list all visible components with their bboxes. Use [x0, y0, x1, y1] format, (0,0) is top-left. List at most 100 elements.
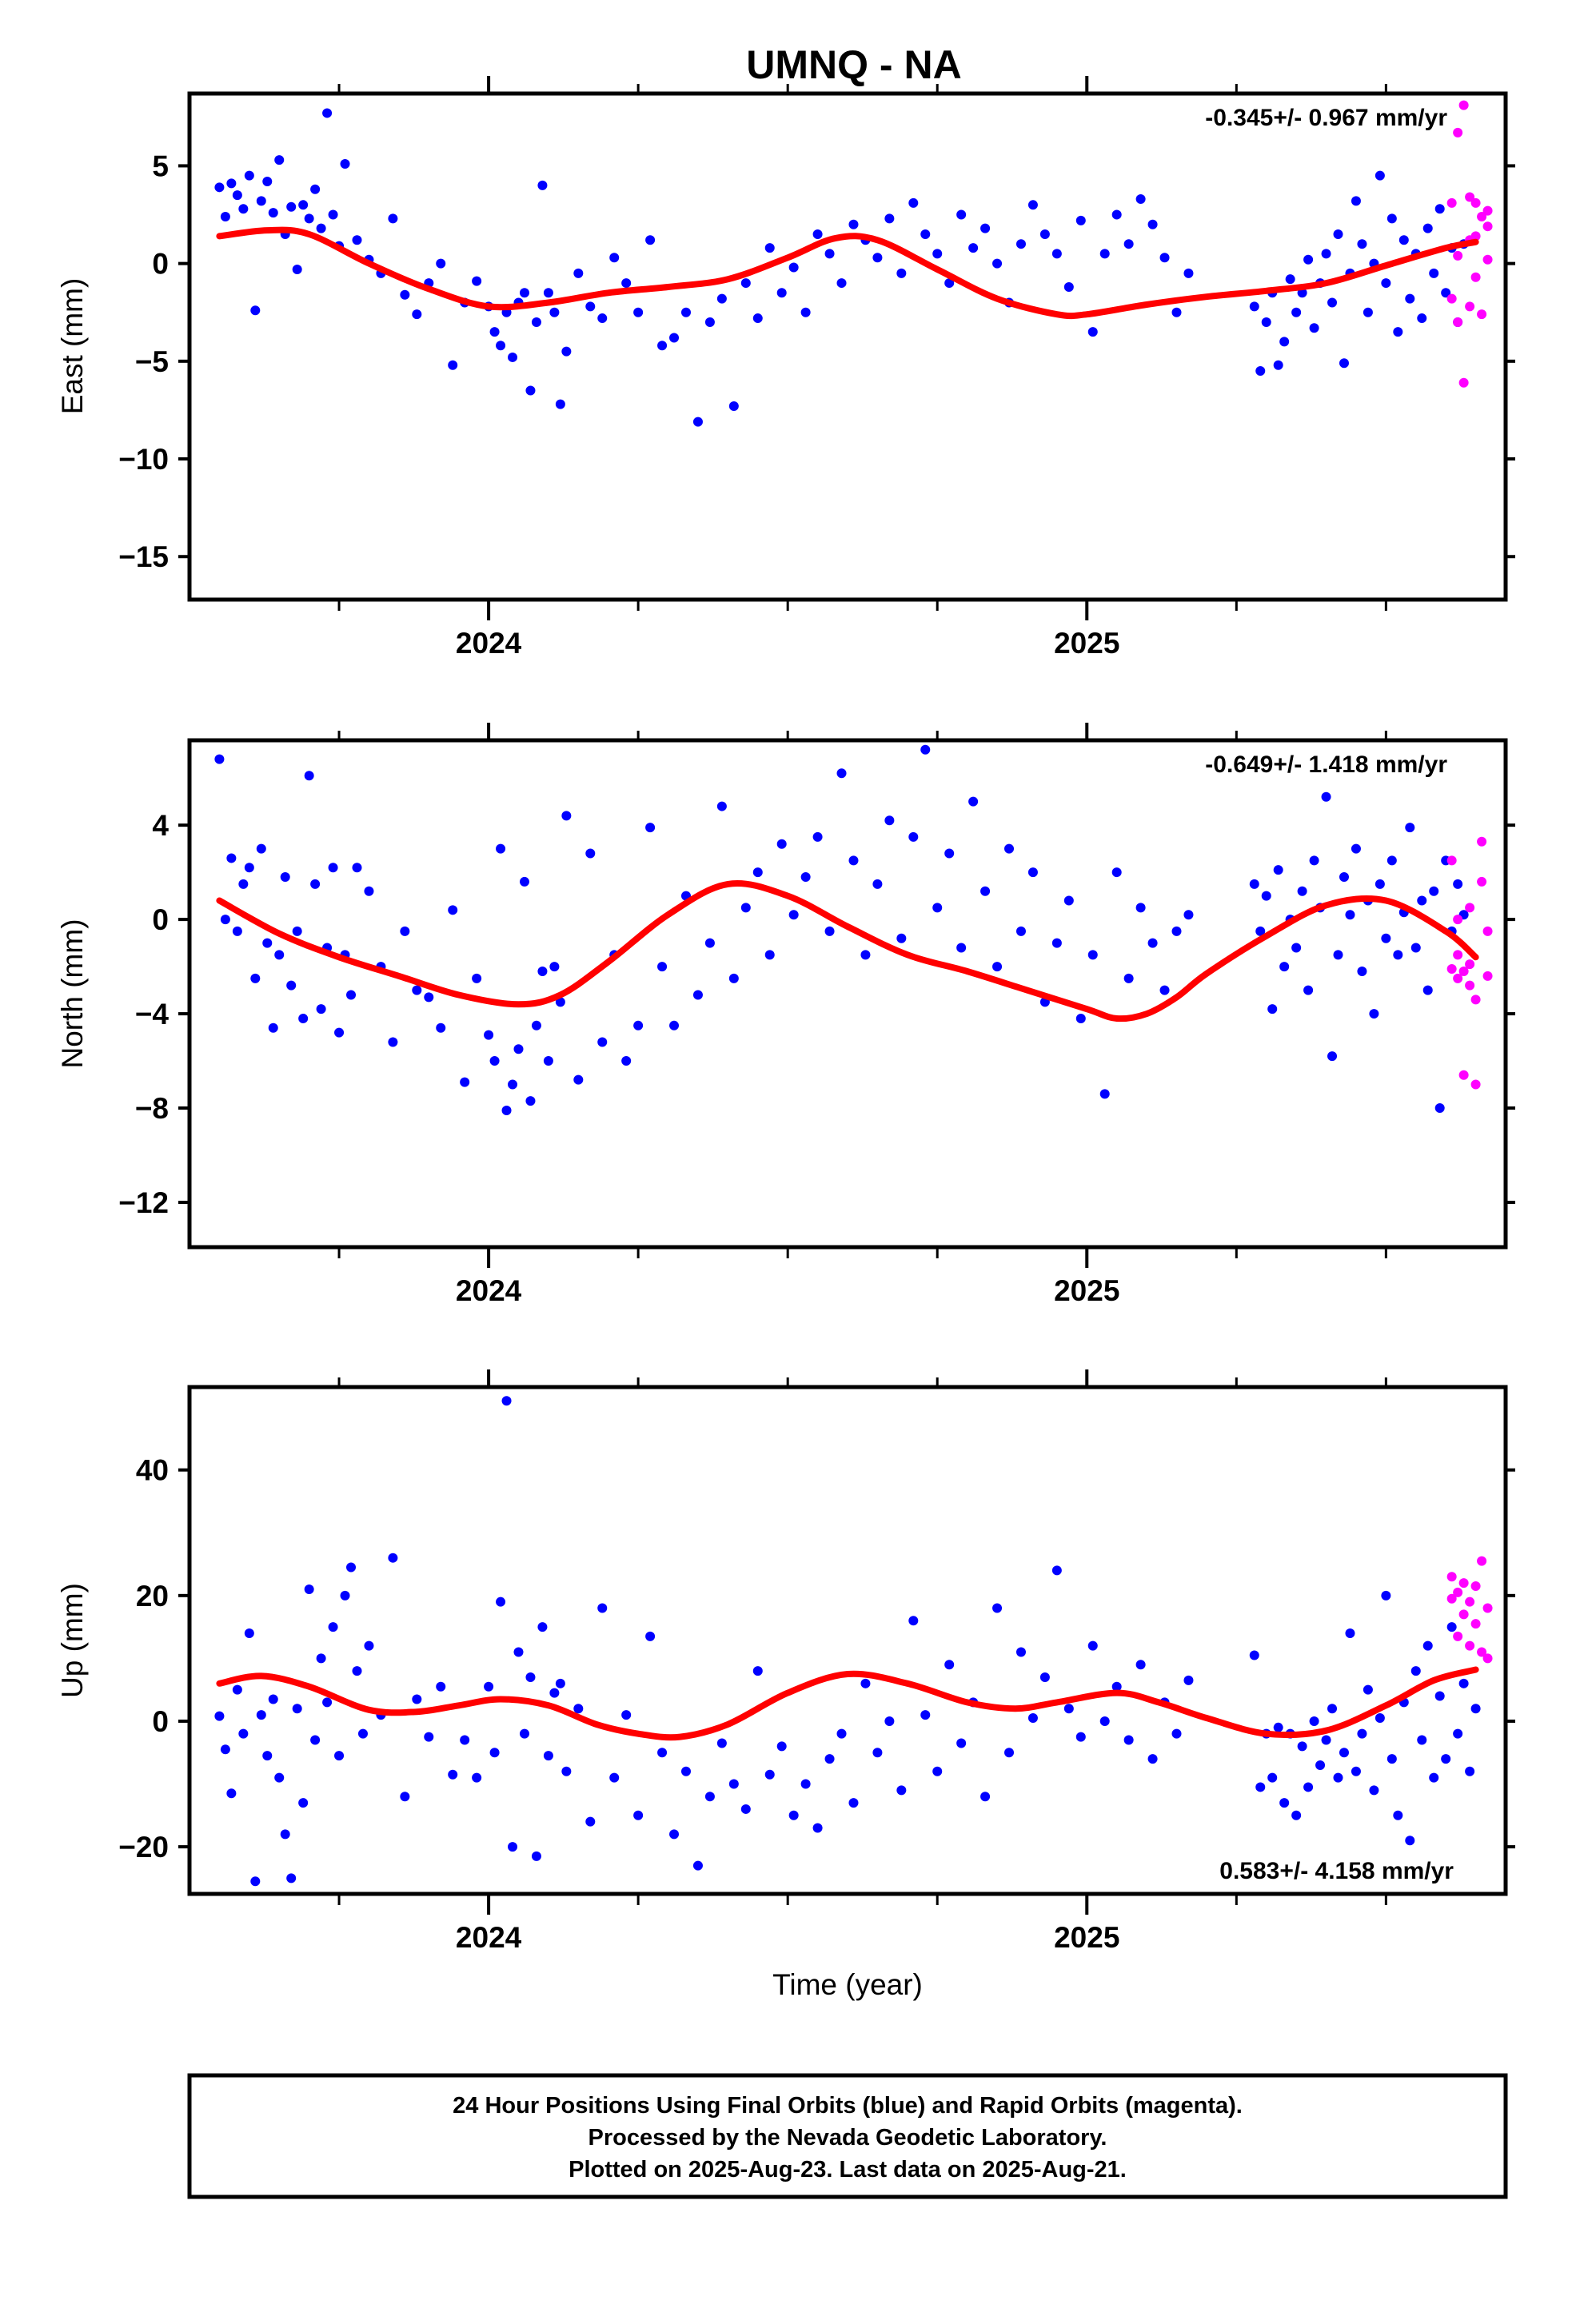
east-final-point	[286, 201, 297, 212]
north-final-point	[214, 754, 225, 764]
east-final-point	[472, 276, 482, 286]
east-final-point	[884, 213, 895, 224]
north-final-point	[489, 1056, 500, 1066]
north-x-tick-label: 2024	[456, 1274, 522, 1307]
north-final-point	[597, 1037, 608, 1047]
east-final-point	[1434, 204, 1445, 214]
north-y-tick-label: 0	[152, 903, 169, 936]
north-final-point	[776, 839, 787, 849]
east-rapid-point	[1477, 309, 1487, 320]
up-final-point	[508, 1842, 518, 1852]
east-final-point	[1075, 215, 1086, 225]
north-rapid-point	[1453, 950, 1463, 960]
north-rapid-point	[1446, 855, 1457, 866]
up-final-point	[525, 1672, 536, 1682]
east-rate-label: -0.345+/- 0.967 mm/yr	[1205, 105, 1447, 131]
east-final-point	[1321, 249, 1331, 259]
north-final-point	[788, 910, 799, 920]
north-rapid-point	[1453, 973, 1463, 983]
north-rapid-point	[1470, 1079, 1481, 1090]
north-final-point	[334, 1027, 345, 1038]
north-final-point	[543, 1056, 553, 1066]
up-final-point	[244, 1628, 254, 1638]
up-final-point	[226, 1788, 237, 1799]
north-final-point	[1063, 895, 1074, 906]
north-final-point	[752, 867, 763, 878]
up-final-point	[436, 1681, 446, 1692]
north-rapid-points	[1446, 836, 1493, 1090]
up-final-point	[1393, 1810, 1403, 1820]
north-rapid-point	[1465, 980, 1475, 991]
up-final-point	[764, 1769, 775, 1780]
north-rapid-point	[1470, 995, 1481, 1005]
north-final-point	[824, 926, 835, 936]
up-final-point	[1273, 1722, 1283, 1732]
up-rapid-point	[1465, 1597, 1475, 1607]
up-final-point	[256, 1710, 266, 1720]
north-final-point	[472, 973, 482, 983]
north-final-point	[716, 801, 727, 811]
up-final-point	[250, 1876, 261, 1887]
up-final-point	[1004, 1748, 1015, 1758]
north-final-point	[1051, 938, 1062, 948]
up-final-point	[412, 1694, 422, 1704]
east-final-point	[728, 401, 739, 412]
north-final-point	[692, 990, 703, 1000]
east-final-point	[1015, 239, 1026, 249]
east-final-point	[1363, 307, 1373, 317]
north-final-point	[1027, 867, 1038, 878]
east-final-point	[1309, 323, 1319, 333]
east-final-point	[1393, 327, 1403, 337]
north-final-point	[1410, 943, 1421, 953]
north-final-point	[1417, 895, 1427, 906]
up-final-point	[1123, 1735, 1134, 1745]
up-x-tick-label: 2024	[456, 1921, 522, 1954]
up-final-point	[980, 1792, 991, 1802]
north-rapid-point	[1465, 903, 1475, 913]
north-final-point	[1369, 1009, 1379, 1019]
up-final-point	[1351, 1766, 1361, 1776]
up-final-point	[1051, 1565, 1062, 1576]
north-final-point	[956, 943, 967, 953]
up-final-point	[1183, 1675, 1194, 1685]
up-final-point	[496, 1597, 506, 1607]
up-final-point	[908, 1616, 919, 1626]
up-final-point	[340, 1590, 350, 1600]
up-final-point	[669, 1829, 680, 1840]
north-final-point	[1291, 943, 1302, 953]
up-final-point	[322, 1697, 333, 1708]
up-rapid-point	[1446, 1593, 1457, 1604]
up-final-point	[448, 1769, 458, 1780]
east-final-point	[1261, 317, 1271, 327]
up-final-point	[800, 1779, 811, 1789]
east-final-point	[1398, 235, 1409, 245]
north-final-point	[1303, 985, 1314, 995]
north-final-point	[728, 973, 739, 983]
up-final-point	[1297, 1741, 1307, 1752]
east-final-point	[322, 108, 333, 118]
north-final-point	[812, 831, 823, 842]
north-rapid-point	[1482, 926, 1493, 936]
up-final-point	[860, 1678, 871, 1688]
north-final-point	[555, 997, 565, 1007]
up-final-point	[1333, 1772, 1343, 1783]
up-final-point	[555, 1678, 565, 1688]
up-final-point	[543, 1751, 553, 1761]
up-final-point	[1255, 1782, 1266, 1792]
up-final-point	[1405, 1836, 1415, 1846]
north-final-point	[244, 863, 254, 873]
east-final-point	[232, 190, 242, 201]
north-final-point	[220, 915, 230, 925]
east-final-point	[436, 258, 446, 269]
north-final-point	[256, 843, 266, 854]
east-final-point	[328, 209, 338, 220]
north-final-point	[274, 950, 285, 960]
north-final-point	[460, 1077, 470, 1087]
north-final-point	[633, 1020, 644, 1030]
north-rapid-point	[1458, 1070, 1469, 1080]
north-final-point	[436, 1022, 446, 1033]
north-final-point	[585, 848, 596, 859]
north-final-point	[1255, 926, 1266, 936]
east-final-point	[1386, 213, 1397, 224]
